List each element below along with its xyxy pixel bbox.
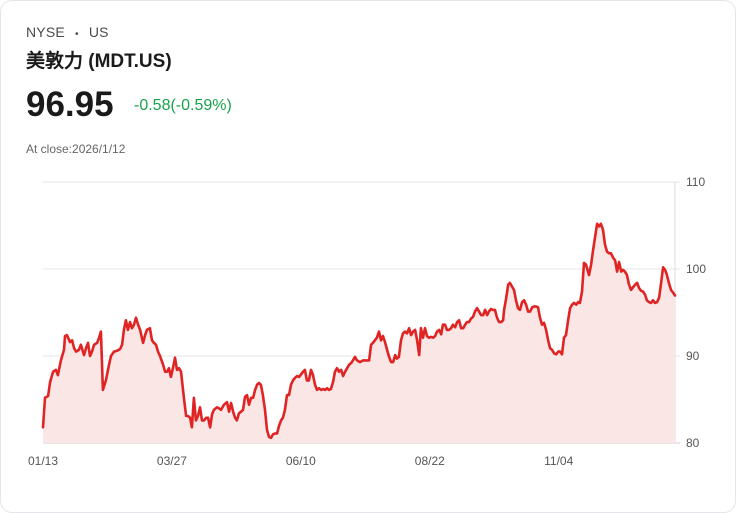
exchange-name: NYSE — [26, 24, 65, 40]
region: US — [88, 24, 109, 40]
price-line — [41, 222, 677, 440]
x-tick-label: 11/04 — [544, 454, 573, 468]
separator-dot: • — [75, 29, 79, 40]
exchange-line: NYSE • US — [26, 24, 109, 40]
y-tick-label: 110 — [686, 175, 705, 189]
stock-title: 美敦力 (MDT.US) — [26, 51, 172, 72]
y-tick-label: 80 — [686, 436, 700, 450]
current-price: 96.95 — [26, 85, 114, 124]
close-date: At close:2026/1/12 — [26, 142, 126, 156]
price-change: -0.58(-0.59%) — [134, 97, 232, 114]
y-tick-label: 100 — [686, 262, 706, 276]
x-tick-label: 03/27 — [157, 454, 187, 468]
x-tick-label: 01/13 — [28, 454, 58, 468]
y-tick-label: 90 — [686, 349, 700, 363]
x-tick-label: 06/10 — [286, 454, 316, 468]
x-tick-label: 08/22 — [415, 454, 445, 468]
price-area-fill — [43, 223, 675, 443]
